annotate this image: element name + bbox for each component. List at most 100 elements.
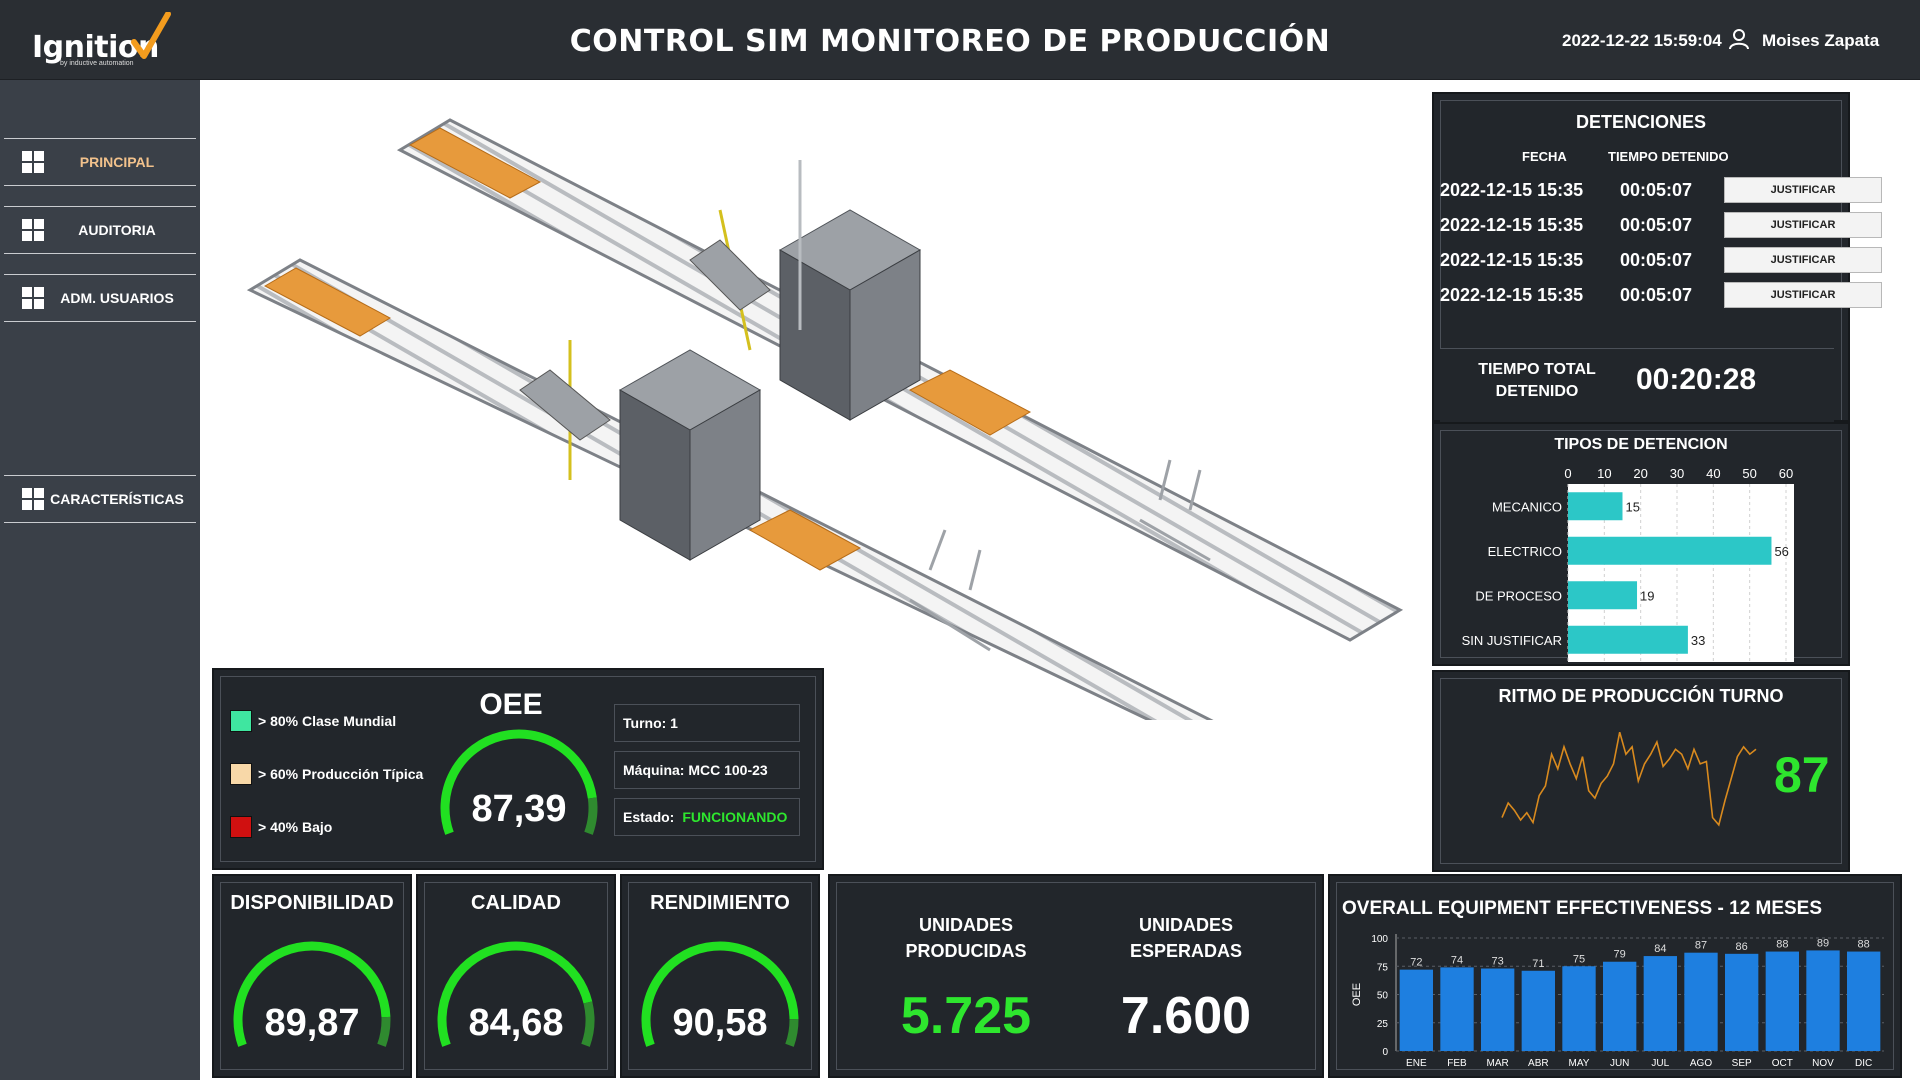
- data-label: 75: [1573, 953, 1585, 965]
- sidebar-item-label: CARACTERÍSTICAS: [50, 491, 184, 507]
- bar: [1399, 969, 1434, 1051]
- sidebar: PRINCIPAL AUDITORIA ADM. USUARIOS CARACT…: [0, 80, 200, 1080]
- gauge-rest-arc: [785, 1018, 799, 1047]
- header: Ignition by inductive automation CONTROL…: [0, 0, 1920, 80]
- rendimiento-panel: RENDIMIENTO 90,58: [620, 874, 820, 1078]
- data-label: 56: [1774, 544, 1788, 559]
- panel-border: [1440, 678, 1842, 864]
- panel-border: [628, 882, 812, 1070]
- table-row: 2022-12-15 15:35 00:05:07 JUSTIFICAR: [1434, 209, 1882, 241]
- row-tiempo: 00:05:07: [1620, 180, 1693, 200]
- y-tick-label: ELECTRICO: [1488, 544, 1562, 559]
- producidas-value: 5.725: [900, 987, 1032, 1045]
- rendimiento-gauge: [641, 941, 799, 1047]
- disponibilidad-gauge: [233, 941, 391, 1047]
- sidebar-item-label: PRINCIPAL: [79, 154, 155, 170]
- panel-border: [220, 676, 816, 862]
- data-label: 84: [1654, 943, 1666, 955]
- kpi-value: 90,58: [672, 1002, 768, 1044]
- ritmo-panel: RITMO DE PRODUCCIÓN TURNO 87: [1432, 670, 1850, 872]
- bar: [1562, 966, 1596, 1051]
- col-header-tiempo: TIEMPO DETENIDO: [1608, 149, 1729, 164]
- row-fecha: 2022-12-15 15:35: [1440, 215, 1584, 235]
- sidebar-item-caracteristicas[interactable]: CARACTERÍSTICAS: [4, 475, 196, 523]
- ritmo-sparkline: [1501, 731, 1757, 827]
- justificar-button[interactable]: JUSTIFICAR: [1724, 177, 1882, 203]
- bar: [1846, 951, 1881, 1051]
- data-label: 19: [1640, 588, 1654, 603]
- palletizer-machine-1: [689, 160, 922, 421]
- data-label: 88: [1776, 939, 1788, 951]
- x-tick-label: DIC: [1855, 1058, 1872, 1069]
- user-name[interactable]: Moises Zapata: [1762, 31, 1880, 50]
- justificar-button[interactable]: JUSTIFICAR: [1724, 247, 1882, 273]
- x-tick-label: 0: [1564, 466, 1571, 481]
- palletizer-machine-2: [519, 340, 762, 561]
- series-line: [1501, 731, 1757, 827]
- y-axis-label: OEE: [1351, 983, 1363, 1006]
- row-fecha: 2022-12-15 15:35: [1440, 285, 1584, 305]
- legend-label: > 80% Clase Mundial: [258, 713, 397, 729]
- y-tick-label: SIN JUSTIFICAR: [1462, 633, 1562, 648]
- data-label: 89: [1817, 937, 1829, 949]
- grid-icon: [22, 287, 44, 309]
- row-fecha: 2022-12-15 15:35: [1440, 180, 1584, 200]
- kpi-title: DISPONIBILIDAD: [230, 892, 394, 914]
- x-tick-label: 10: [1597, 466, 1611, 481]
- table-row: 2022-12-15 15:35 00:05:07 JUSTIFICAR: [1434, 244, 1882, 276]
- gauge-rest-arc: [584, 797, 598, 835]
- x-tick-label: ENE: [1406, 1058, 1427, 1069]
- x-tick-label: 50: [1742, 466, 1756, 481]
- bar: [1724, 953, 1759, 1051]
- bar: [1602, 961, 1637, 1051]
- data-label: 87: [1695, 940, 1707, 952]
- legend-low: > 40% Bajo: [230, 816, 332, 838]
- esperadas-label: UNIDADES ESPERADAS: [1129, 915, 1243, 961]
- gauge-rest-arc: [581, 1001, 595, 1047]
- sidebar-item-adm-usuarios[interactable]: ADM. USUARIOS: [4, 274, 196, 322]
- maquina-box: Máquina: MCC 100-23: [614, 751, 800, 789]
- bar: [1480, 968, 1515, 1051]
- legend-typical: > 60% Producción Típica: [230, 763, 423, 785]
- stair-rails: [909, 459, 1211, 652]
- gauge-rest-arc: [377, 1016, 391, 1047]
- oee-title: OEE: [479, 688, 543, 721]
- tipos-detencion-panel: TIPOS DE DETENCION 0 10 20 30 40 50 60 MECANICO…: [1432, 422, 1850, 666]
- x-tick-label: MAY: [1569, 1058, 1590, 1069]
- kpi-value: 89,87: [264, 1002, 360, 1044]
- table-row: 2022-12-15 15:35 00:05:07 JUSTIFICAR: [1434, 174, 1882, 206]
- gauge-fill-arc: [437, 941, 593, 1047]
- data-label: 86: [1736, 941, 1748, 953]
- panel-border: [1336, 882, 1894, 1070]
- logo-subtitle: by inductive automation: [60, 60, 134, 67]
- legend-swatch: [230, 710, 252, 732]
- justificar-button[interactable]: JUSTIFICAR: [1724, 282, 1882, 308]
- bar: [1568, 536, 1772, 565]
- y-tick-label: 0: [1382, 1047, 1388, 1058]
- panel-border: [220, 882, 404, 1070]
- legend-label: > 60% Producción Típica: [258, 766, 424, 782]
- production-line-illustration: [246, 118, 1404, 720]
- justificar-button[interactable]: JUSTIFICAR: [1724, 212, 1882, 238]
- panel-border: [836, 882, 1316, 1070]
- user-icon[interactable]: [1728, 28, 1750, 50]
- sidebar-item-principal[interactable]: PRINCIPAL: [4, 138, 196, 186]
- x-tick-label: ABR: [1528, 1058, 1549, 1069]
- oee-panel: > 80% Clase Mundial > 60% Producción Típ…: [212, 668, 824, 870]
- grid-icon: [22, 219, 44, 241]
- tipos-title: TIPOS DE DETENCION: [1554, 436, 1728, 453]
- table-row: 2022-12-15 15:35 00:05:07 JUSTIFICAR: [1434, 279, 1882, 311]
- grid-icon: [22, 151, 44, 173]
- data-label: 71: [1532, 958, 1544, 970]
- ritmo-title: RITMO DE PRODUCCIÓN TURNO: [1498, 686, 1784, 706]
- data-label: 72: [1410, 957, 1422, 969]
- bar: [1568, 625, 1688, 654]
- estado-box: Estado: FUNCIONANDO: [614, 798, 800, 836]
- detenciones-panel: DETENCIONES FECHA TIEMPO DETENIDO 2022-1…: [1432, 92, 1882, 422]
- data-label: 88: [1858, 939, 1870, 951]
- esperadas-value: 7.600: [1120, 987, 1252, 1045]
- sidebar-item-auditoria[interactable]: AUDITORIA: [4, 206, 196, 254]
- bar: [1440, 967, 1474, 1051]
- bar: [1568, 492, 1623, 521]
- gauge-fill-arc: [233, 941, 391, 1047]
